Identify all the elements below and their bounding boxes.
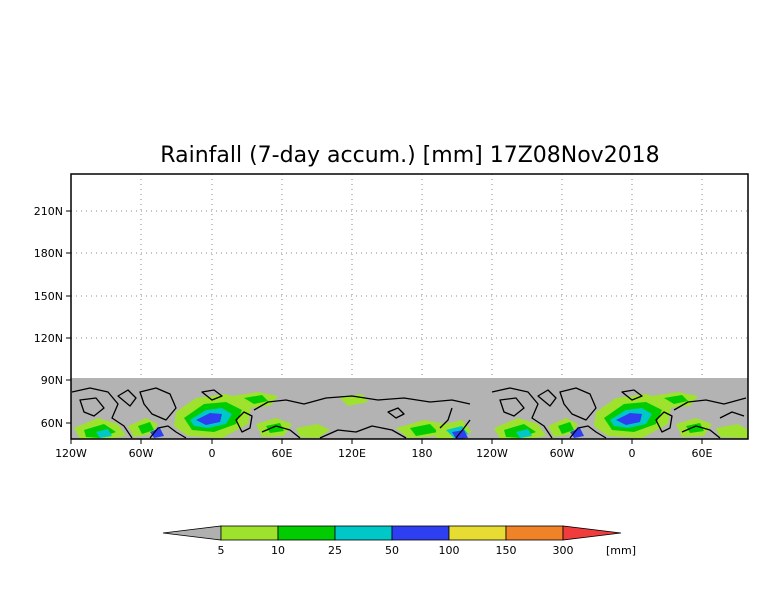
colorbar-segment-25-50 xyxy=(334,525,393,541)
lat-tick-label: 210N xyxy=(34,205,63,218)
coastlines xyxy=(71,387,747,439)
lat-tick-label: 150N xyxy=(34,290,63,303)
colorbar-segment-above-300 xyxy=(562,525,622,541)
map-frame xyxy=(70,173,749,440)
colorbar-label: 300 xyxy=(553,544,574,557)
axis-ticks xyxy=(66,210,703,444)
colorbar-label: 150 xyxy=(496,544,517,557)
colorbar-label: 5 xyxy=(218,544,225,557)
colorbar-segment-10-25 xyxy=(277,525,336,541)
lat-tick-label: 60N xyxy=(41,417,63,430)
colorbar-segment-50-100 xyxy=(391,525,450,541)
lon-tick-label: 60W xyxy=(129,447,154,460)
colorbar-unit-label: [mm] xyxy=(606,544,636,557)
map-gridlines xyxy=(71,174,748,378)
colorbar-label: 10 xyxy=(271,544,285,557)
lon-tick-label: 0 xyxy=(629,447,636,460)
lon-tick-label: 60W xyxy=(550,447,575,460)
colorbar: 5 10 25 50 100 150 300 [mm] xyxy=(162,525,636,557)
colorbar-segment-5-10 xyxy=(220,525,279,541)
lon-tick-label: 0 xyxy=(209,447,216,460)
map-title: Rainfall (7-day accum.) [mm] 17Z08Nov201… xyxy=(160,143,659,168)
lon-tick-label: 60E xyxy=(692,447,713,460)
colorbar-label: 100 xyxy=(439,544,460,557)
latitude-labels: 210N 180N 150N 120N 90N 60N xyxy=(34,205,63,430)
lat-tick-label: 120N xyxy=(34,332,63,345)
colorbar-segment-150-300 xyxy=(505,525,564,541)
colorbar-label: 50 xyxy=(385,544,399,557)
lon-tick-label: 120W xyxy=(55,447,87,460)
lon-tick-label: 180 xyxy=(412,447,433,460)
lat-tick-label: 90N xyxy=(41,374,63,387)
lon-tick-label: 120W xyxy=(476,447,508,460)
colorbar-segment-below-5 xyxy=(162,525,222,541)
lat-tick-label: 180N xyxy=(34,247,63,260)
lon-tick-label: 120E xyxy=(338,447,366,460)
longitude-labels: 120W 60W 0 60E 120E 180 120W 60W 0 60E xyxy=(55,447,712,460)
rainfall-field xyxy=(74,392,748,439)
colorbar-segment-100-150 xyxy=(448,525,507,541)
lon-tick-label: 60E xyxy=(272,447,293,460)
colorbar-label: 25 xyxy=(328,544,342,557)
